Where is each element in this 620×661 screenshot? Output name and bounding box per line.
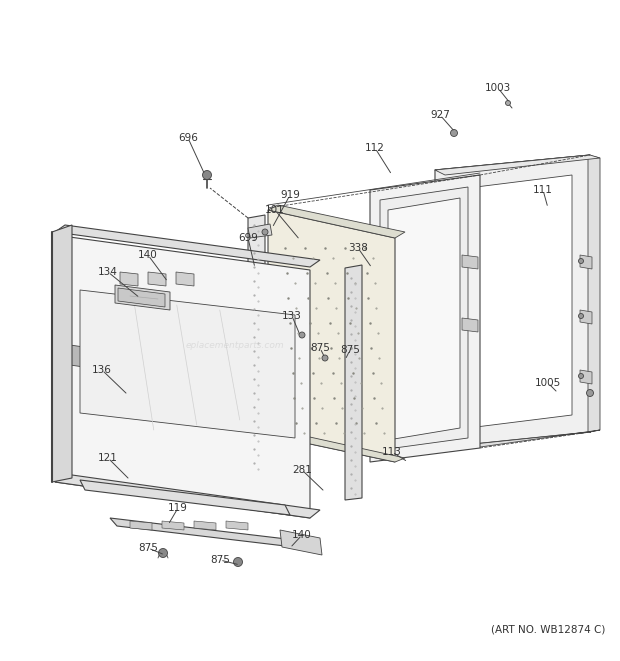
Circle shape bbox=[262, 229, 268, 235]
Circle shape bbox=[578, 258, 583, 264]
Polygon shape bbox=[268, 210, 395, 462]
Text: 875: 875 bbox=[310, 343, 330, 353]
Polygon shape bbox=[380, 187, 468, 450]
Polygon shape bbox=[194, 521, 216, 530]
Polygon shape bbox=[80, 480, 290, 515]
Circle shape bbox=[451, 130, 458, 137]
Text: 927: 927 bbox=[430, 110, 450, 120]
Text: 875: 875 bbox=[210, 555, 230, 565]
Text: 113: 113 bbox=[382, 447, 402, 457]
Circle shape bbox=[587, 389, 593, 397]
Polygon shape bbox=[55, 225, 320, 267]
Polygon shape bbox=[370, 175, 480, 462]
Polygon shape bbox=[345, 265, 362, 500]
Text: 875: 875 bbox=[340, 345, 360, 355]
Polygon shape bbox=[115, 285, 170, 310]
Text: 111: 111 bbox=[533, 185, 553, 195]
Text: 699: 699 bbox=[238, 233, 258, 243]
Text: 119: 119 bbox=[168, 503, 188, 513]
Text: 101: 101 bbox=[265, 205, 285, 215]
Polygon shape bbox=[388, 198, 460, 440]
Polygon shape bbox=[120, 272, 138, 286]
Text: 121: 121 bbox=[98, 453, 118, 463]
Text: 136: 136 bbox=[92, 365, 112, 375]
Text: 1005: 1005 bbox=[535, 378, 561, 388]
Text: 134: 134 bbox=[98, 267, 118, 277]
Polygon shape bbox=[148, 272, 166, 286]
Circle shape bbox=[578, 373, 583, 379]
Polygon shape bbox=[462, 255, 478, 269]
Text: 140: 140 bbox=[292, 530, 312, 540]
Polygon shape bbox=[176, 272, 194, 286]
Polygon shape bbox=[268, 430, 405, 462]
Polygon shape bbox=[452, 175, 572, 430]
Polygon shape bbox=[135, 348, 200, 378]
Circle shape bbox=[234, 557, 242, 566]
Circle shape bbox=[203, 171, 211, 180]
Circle shape bbox=[159, 549, 167, 557]
Polygon shape bbox=[162, 521, 184, 530]
Polygon shape bbox=[110, 518, 302, 548]
Circle shape bbox=[505, 100, 510, 106]
Polygon shape bbox=[55, 474, 320, 518]
Text: 140: 140 bbox=[138, 250, 158, 260]
Polygon shape bbox=[580, 255, 592, 269]
Circle shape bbox=[299, 332, 305, 338]
Text: 133: 133 bbox=[282, 311, 302, 321]
Polygon shape bbox=[130, 521, 152, 530]
Polygon shape bbox=[268, 205, 405, 238]
Text: 919: 919 bbox=[280, 190, 300, 200]
Text: 1003: 1003 bbox=[485, 83, 511, 93]
Polygon shape bbox=[580, 310, 592, 324]
Circle shape bbox=[578, 313, 583, 319]
Polygon shape bbox=[580, 370, 592, 384]
Text: eplacementparts.com: eplacementparts.com bbox=[185, 340, 285, 350]
Polygon shape bbox=[435, 155, 600, 175]
Polygon shape bbox=[248, 224, 272, 238]
Polygon shape bbox=[280, 530, 322, 555]
Text: 338: 338 bbox=[348, 243, 368, 253]
Polygon shape bbox=[55, 235, 310, 518]
Polygon shape bbox=[70, 345, 230, 388]
Polygon shape bbox=[52, 225, 72, 482]
Polygon shape bbox=[462, 318, 478, 332]
Polygon shape bbox=[435, 430, 600, 452]
Polygon shape bbox=[118, 288, 165, 307]
Text: 281: 281 bbox=[292, 465, 312, 475]
Text: 112: 112 bbox=[365, 143, 385, 153]
Polygon shape bbox=[226, 521, 248, 530]
Polygon shape bbox=[435, 155, 590, 448]
Circle shape bbox=[322, 355, 328, 361]
Polygon shape bbox=[588, 155, 600, 432]
Text: 875: 875 bbox=[138, 543, 158, 553]
Polygon shape bbox=[80, 290, 295, 438]
Text: (ART NO. WB12874 C): (ART NO. WB12874 C) bbox=[491, 625, 605, 635]
Polygon shape bbox=[248, 215, 265, 468]
Text: 696: 696 bbox=[178, 133, 198, 143]
